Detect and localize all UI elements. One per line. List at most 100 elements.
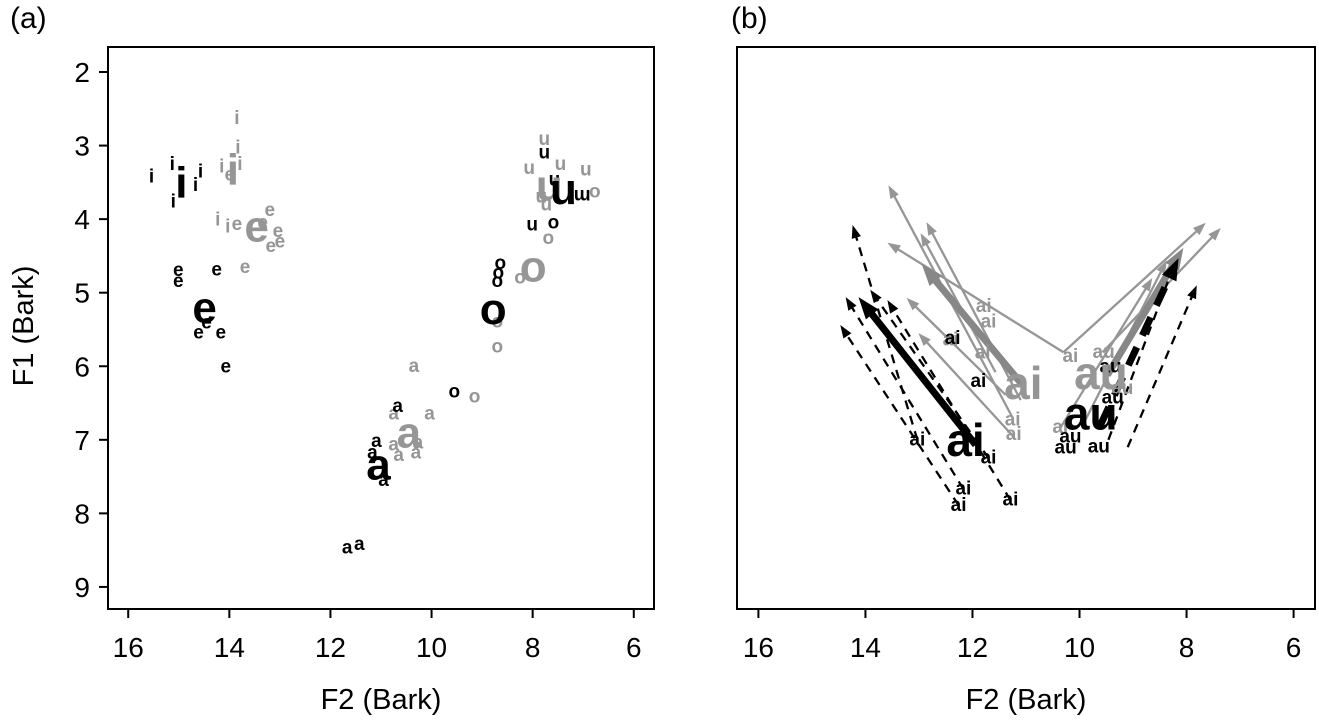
vowel-token-label-a-black: a [354, 534, 365, 555]
y-tick-label: 6 [74, 351, 90, 382]
vowel-token-label-e-black: e [193, 323, 204, 344]
vowel-mean-label-o-black: o [480, 285, 507, 334]
trajectory-arrow-au-black [1097, 272, 1175, 427]
vowel-token-label-e-black: e [221, 356, 232, 377]
vowel-token-label-ai-gray: ai [1006, 424, 1022, 445]
y-tick-label: 4 [74, 204, 90, 235]
trajectory-arrow-ai-black [875, 297, 990, 459]
arrow-head [1165, 247, 1184, 271]
vowel-token-label-u-gray: u [538, 129, 550, 150]
vowel-token-label-u-gray: u [523, 158, 535, 179]
vowel-token-label-i-black: i [198, 162, 203, 183]
arrow-head [888, 185, 899, 200]
vowel-token-label-e-gray: e [265, 236, 276, 257]
vowel-token-label-e-gray: e [275, 231, 286, 252]
vowel-token-label-e-gray: e [240, 257, 251, 278]
vowel-token-label-i-gray: i [234, 108, 239, 129]
vowel-token-label-a-black: a [392, 396, 403, 417]
vowel-token-label-u-black: u [549, 170, 561, 191]
vowel-token-label-a-gray: a [388, 404, 399, 425]
vowel-token-label-e-black: e [173, 260, 184, 281]
arrow-head [1192, 222, 1206, 236]
vowel-mean-label-e-gray: e [244, 203, 268, 252]
trajectory-arrow-ai-black [866, 308, 979, 448]
vowel-token-label-ai-gray: ai [1052, 417, 1068, 438]
arrow-head [918, 333, 931, 346]
vowel-token-label-au-black: au [1059, 426, 1081, 447]
x-tick-label: 16 [113, 632, 144, 663]
arrow-head [1208, 227, 1221, 241]
vowel-token-label-o-gray: o [514, 267, 526, 288]
vowel-token-label-e-gray: e [232, 214, 243, 235]
vowel-token-label-i-black: i [193, 175, 198, 196]
vowel-token-label-i-gray: i [237, 154, 242, 175]
vowel-token-label-ai-gray: ai [1005, 409, 1021, 430]
vowel-token-label-u-gray: u [555, 154, 567, 175]
vowel-token-label-au-black: au [1102, 387, 1124, 408]
vowel-token-label-e-gray: e [257, 212, 268, 233]
x-tick-label: 6 [1286, 632, 1302, 663]
vowel-token-label-i-gray: i [219, 156, 224, 177]
vowel-token-label-ai-black: ai [981, 448, 997, 469]
vowel-token-label-a-gray: a [409, 356, 420, 377]
vowel-token-label-u-black: u [526, 215, 538, 236]
vowel-token-label-ai-black: ai [1003, 490, 1019, 511]
y-tick-label: 5 [74, 278, 90, 309]
vowel-token-label-ɯ-black: ɯ [574, 184, 591, 205]
trajectory-arrow-ai-black [854, 234, 919, 441]
arrow-head [845, 297, 857, 311]
vowel-token-label-i-gray: i [225, 217, 230, 238]
vowel-token-label-a-gray: a [388, 434, 399, 455]
vowel-token-label-e-black: e [201, 312, 212, 333]
y-tick-label: 7 [74, 425, 90, 456]
y-tick-label: 2 [74, 57, 90, 88]
y-tick-label: 9 [74, 572, 90, 603]
arrow-head [858, 297, 879, 320]
arrow-head [921, 264, 942, 287]
vowel-token-label-o-gray: o [469, 387, 481, 408]
vowel-token-label-i-black: i [149, 167, 154, 188]
trajectory-arrow-au-gray [1104, 261, 1178, 377]
vowel-token-label-e-gray: e [273, 221, 284, 242]
plot-box-a [107, 46, 655, 610]
vowel-mean-label-u-black: u [550, 165, 577, 214]
x-axis-title-panel-b: F2 (Bark) [965, 684, 1087, 716]
vowel-token-label-e-gray: e [225, 164, 236, 185]
vowel-token-label-e-black: e [215, 323, 226, 344]
vowel-token-label-e-black: e [211, 259, 222, 280]
x-tick-label: 10 [1064, 632, 1095, 663]
vowel-token-label-u-gray: u [541, 195, 553, 216]
trajectory-arrow-ai-gray [924, 340, 1015, 438]
arrow-head [920, 233, 931, 247]
arrow-head [870, 289, 882, 304]
vowel-token-label-ai-gray: ai [1062, 346, 1078, 367]
y-tick-label: 8 [74, 498, 90, 529]
vowel-token-label-ai-gray: ai [976, 296, 992, 317]
vowel-token-label-ai-black: ai [945, 328, 961, 349]
vowel-token-label-ai-black: ai [909, 429, 925, 450]
x-tick-label: 16 [743, 632, 774, 663]
arrow-head [1156, 260, 1167, 275]
x-tick-label: 10 [416, 632, 447, 663]
trajectory-arrow-au-gray [1059, 286, 1148, 429]
vowel-token-label-o-black: o [495, 253, 507, 274]
vowel-token-label-ai-black: ai [955, 479, 971, 500]
panel-b-tag: (b) [731, 2, 768, 35]
vowel-token-label-au-black: au [1088, 437, 1110, 458]
trajectory-arrow-ai-gray [913, 304, 1007, 396]
trajectory-arrow-au-gray [1062, 228, 1199, 354]
vowel-mean-label-au-black: au [1064, 387, 1118, 439]
vowel-token-label-o-black: o [492, 262, 504, 283]
vowel-token-label-u-black: u [538, 142, 550, 163]
arrow-head [906, 297, 920, 311]
x-tick-label: 12 [315, 632, 346, 663]
x-tick-label: 12 [957, 632, 988, 663]
vowel-token-label-a-gray: a [413, 432, 424, 453]
vowel-token-label-i-black: i [171, 192, 176, 213]
vowel-token-label-u-gray: u [580, 159, 592, 180]
vowel-token-label-u-gray: u [535, 187, 547, 208]
vowel-token-label-o-gray: o [543, 228, 555, 249]
vowel-token-label-a-black: a [371, 431, 382, 452]
vowel-token-label-o-gray: o [589, 181, 601, 202]
